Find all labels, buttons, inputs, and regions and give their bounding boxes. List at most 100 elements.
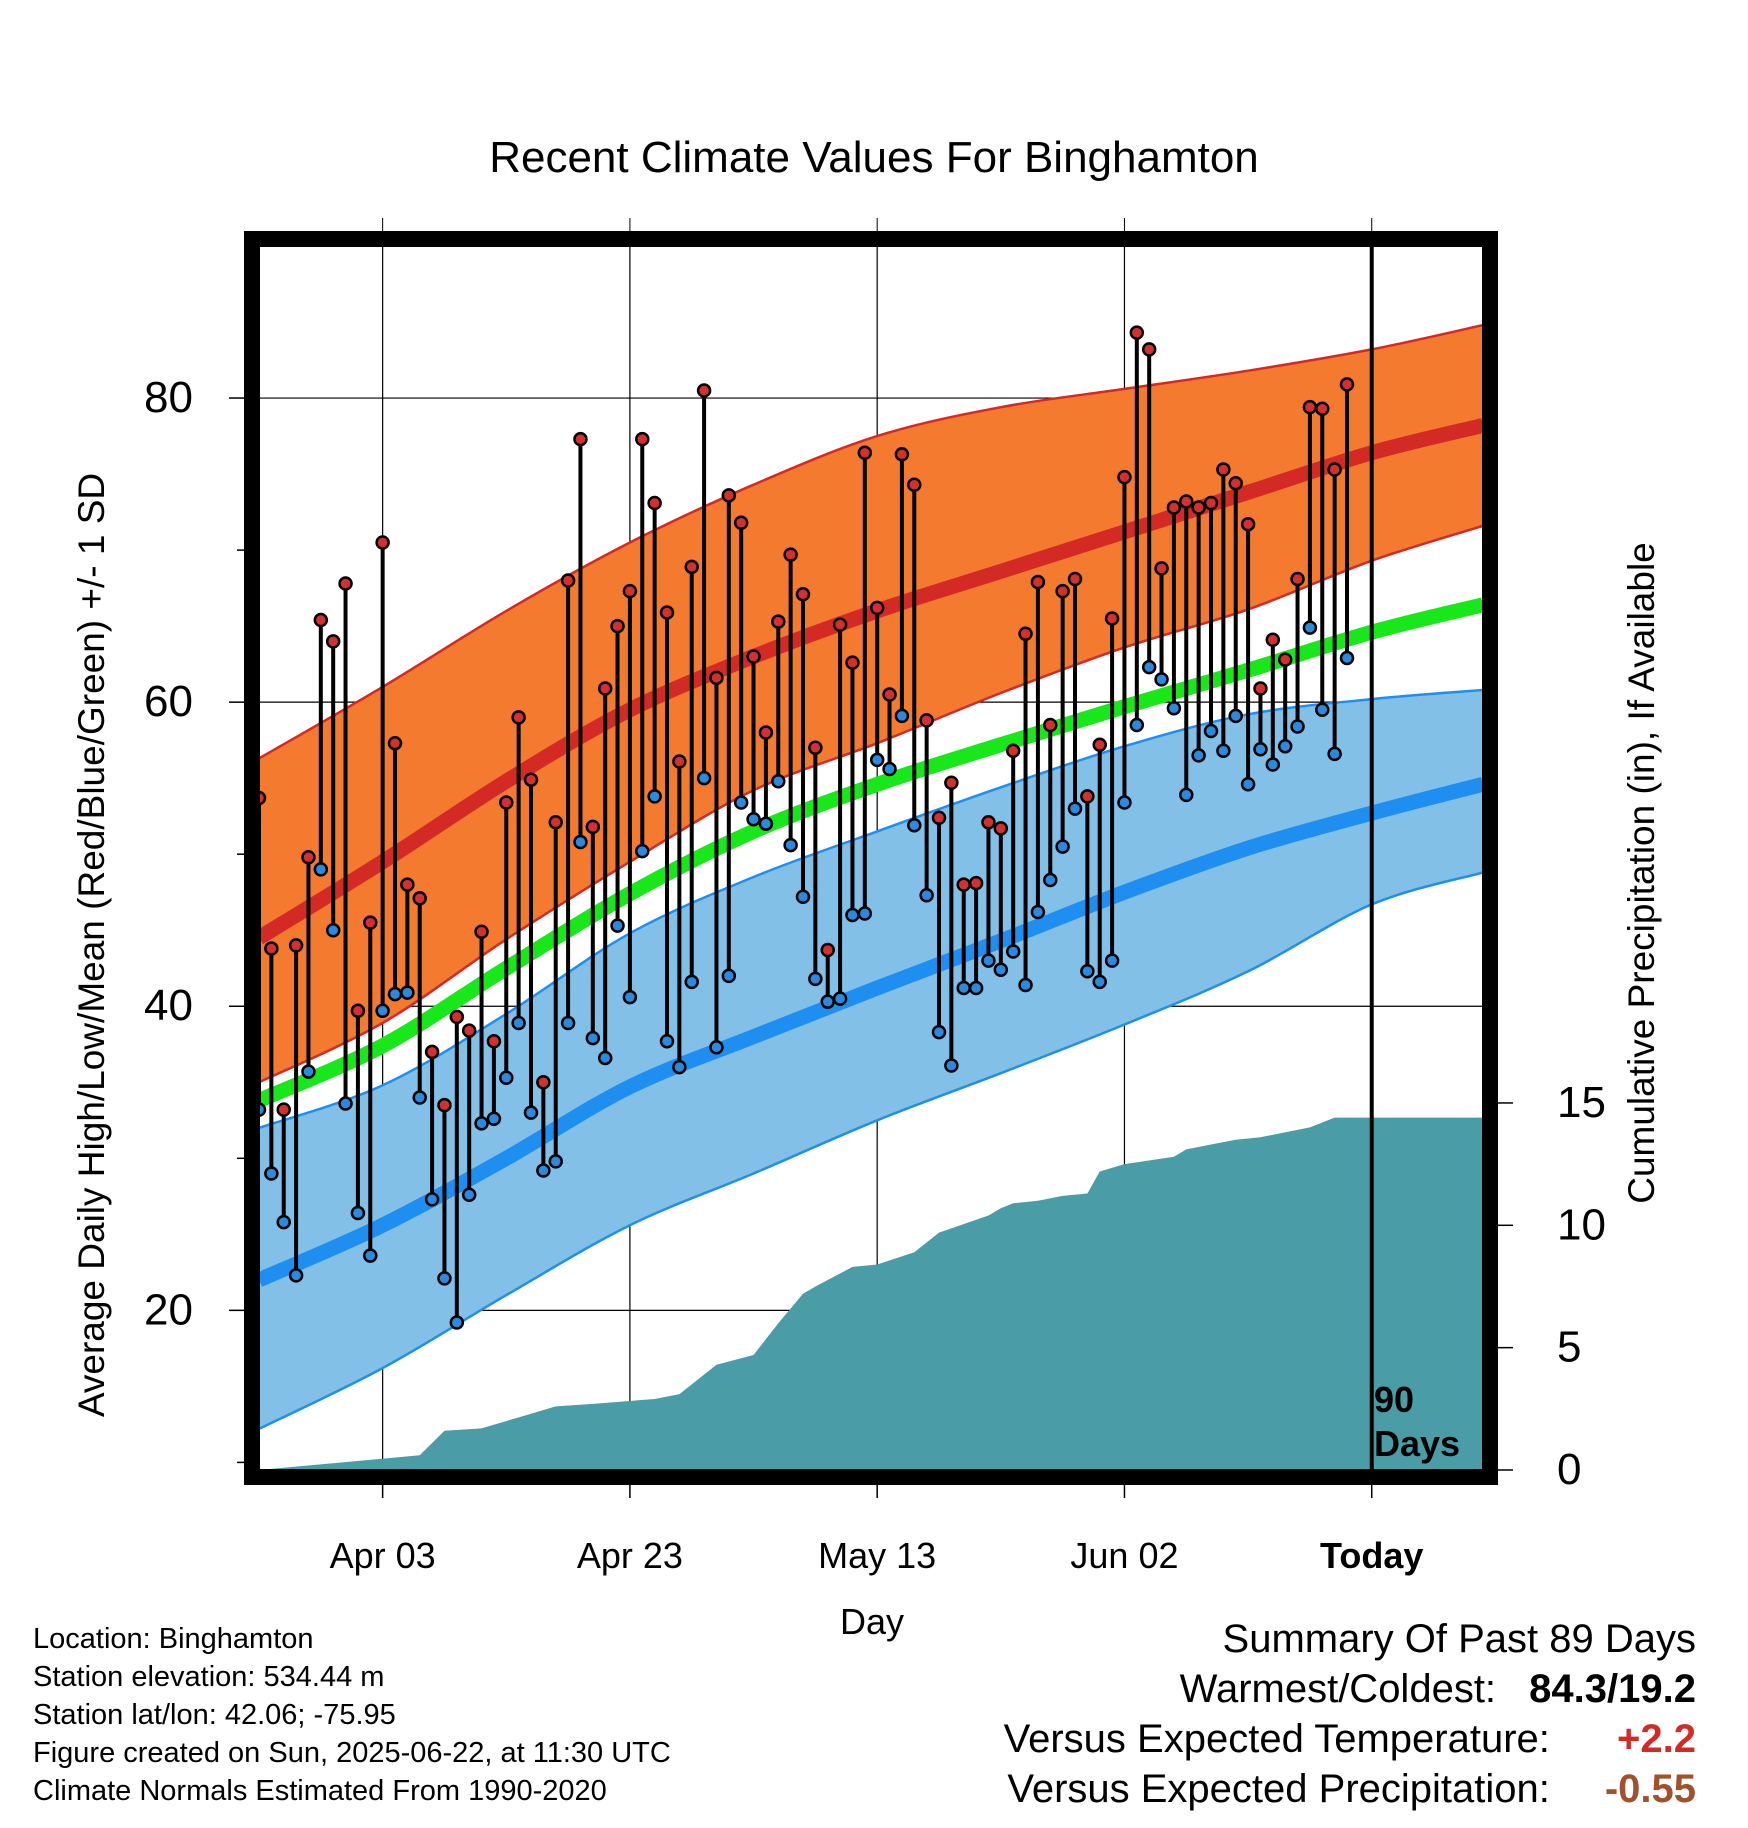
daily-high-point bbox=[647, 495, 662, 511]
daily-high-point bbox=[857, 445, 873, 461]
daily-low-point bbox=[1277, 738, 1293, 754]
normal-low-line bbox=[259, 777, 1483, 1287]
daily-high-point bbox=[993, 821, 1009, 836]
daily-high-point bbox=[1191, 500, 1206, 515]
daily-low-point bbox=[622, 989, 638, 1005]
daily-low-point bbox=[709, 1040, 724, 1055]
daily-low-point bbox=[313, 862, 329, 877]
daily-low-point bbox=[1117, 795, 1132, 810]
summary-title: Summary Of Past 89 Days bbox=[1222, 1617, 1696, 1661]
daily-low-point bbox=[820, 994, 835, 1009]
x-tick-label: May 13 bbox=[818, 1535, 936, 1576]
daily-low-point bbox=[758, 816, 774, 832]
daily-high-point bbox=[1265, 632, 1281, 648]
x-tick-label: Jun 02 bbox=[1070, 1535, 1178, 1576]
daily-low-point bbox=[1240, 777, 1256, 792]
daily-high-point bbox=[771, 614, 786, 629]
daily-low-point bbox=[1327, 746, 1342, 762]
daily-low-point bbox=[363, 1248, 378, 1263]
daily-low-point bbox=[993, 962, 1009, 978]
daily-low-point bbox=[956, 980, 971, 996]
y-tick-label: 80 bbox=[144, 373, 193, 422]
normals-text: Climate Normals Estimated From 1990-2020 bbox=[33, 1775, 607, 1807]
high-band-upper-edge bbox=[259, 323, 1483, 760]
daily-high-point bbox=[400, 877, 415, 892]
daily-high-point bbox=[696, 383, 712, 398]
daily-high-point bbox=[733, 515, 749, 530]
daily-high-point bbox=[1240, 517, 1256, 532]
y2-tick-label: 10 bbox=[1557, 1200, 1606, 1249]
daily-low-point bbox=[301, 1064, 316, 1079]
latlon-text: Station lat/lon: 42.06; -75.95 bbox=[33, 1699, 396, 1731]
daily-low-point bbox=[857, 906, 873, 921]
daily-low-point bbox=[672, 1059, 687, 1075]
daily-low-point bbox=[1216, 743, 1231, 759]
daily-high-point bbox=[1117, 469, 1132, 485]
daily-low-point bbox=[499, 1070, 514, 1085]
daily-high-point bbox=[486, 1033, 502, 1049]
daily-low-point bbox=[1154, 672, 1169, 687]
plot-content bbox=[259, 246, 1483, 1470]
daily-low-point bbox=[1080, 964, 1095, 979]
daily-high-point bbox=[1277, 652, 1293, 667]
y2-tick-label: 0 bbox=[1557, 1445, 1581, 1494]
daily-high-point bbox=[1030, 574, 1046, 590]
daily-high-point bbox=[981, 815, 996, 830]
daily-high-point bbox=[1080, 789, 1095, 804]
y-axis-label: Average Daily High/Low/Mean (Red/Blue/Gr… bbox=[71, 473, 112, 1417]
daily-low-point bbox=[1302, 620, 1318, 635]
daily-high-point bbox=[259, 790, 267, 806]
daily-low-point bbox=[1129, 717, 1145, 733]
low-band-lower-edge bbox=[259, 871, 1483, 1431]
daily-low-point bbox=[869, 752, 885, 768]
daily-low-point bbox=[1092, 974, 1107, 990]
daily-low-point bbox=[733, 795, 749, 810]
daily-high-point bbox=[684, 559, 699, 575]
daily-high-point bbox=[635, 431, 650, 447]
daily-low-point bbox=[276, 1214, 291, 1230]
temp-departure-value: +2.2 bbox=[1617, 1717, 1696, 1761]
daily-high-point bbox=[1302, 399, 1318, 415]
daily-high-point bbox=[523, 772, 539, 787]
daily-low-point bbox=[944, 1058, 959, 1073]
summary-panel: Summary Of Past 89 Days Warmest/Coldest:… bbox=[1004, 1614, 1696, 1814]
daily-low-point bbox=[1228, 708, 1243, 724]
x-tick-label: Today bbox=[1320, 1535, 1423, 1576]
precip-departure-label: Versus Expected Precipitation: bbox=[1007, 1767, 1550, 1811]
daily-low-point bbox=[449, 1315, 465, 1330]
daily-high-point bbox=[659, 605, 675, 620]
daily-high-point bbox=[968, 875, 984, 891]
daily-high-point bbox=[1043, 717, 1058, 733]
daily-high-point bbox=[808, 740, 823, 756]
daily-high-point bbox=[437, 1097, 452, 1113]
daily-high-point bbox=[375, 535, 390, 550]
daily-low-point bbox=[1339, 650, 1355, 666]
daily-high-point bbox=[944, 775, 959, 790]
daily-low-point bbox=[400, 985, 415, 1000]
daily-low-point bbox=[1203, 723, 1219, 739]
daily-high-point bbox=[1216, 462, 1231, 477]
daily-high-point bbox=[1104, 611, 1120, 626]
daily-high-point bbox=[338, 576, 353, 591]
daily-high-point bbox=[1166, 500, 1182, 515]
daily-high-point bbox=[288, 938, 304, 953]
daily-high-point bbox=[573, 431, 588, 447]
daily-high-point bbox=[956, 877, 971, 892]
daily-high-point bbox=[1154, 561, 1169, 576]
daily-low-point bbox=[1290, 719, 1305, 734]
created-text: Figure created on Sun, 2025-06-22, at 11… bbox=[33, 1737, 671, 1769]
daily-high-point bbox=[597, 681, 613, 696]
daily-high-point bbox=[264, 941, 279, 956]
daily-low-point bbox=[919, 888, 934, 903]
daily-low-point bbox=[894, 708, 910, 724]
daily-high-point bbox=[1179, 494, 1194, 509]
daily-low-point bbox=[931, 1024, 947, 1040]
daily-high-point bbox=[548, 815, 563, 830]
daily-high-point bbox=[709, 670, 724, 686]
x-tick-label: Apr 03 bbox=[330, 1535, 436, 1576]
daily-low-point bbox=[1179, 787, 1194, 803]
daily-low-point bbox=[424, 1192, 440, 1207]
daily-high-point bbox=[1315, 401, 1330, 416]
daily-high-point bbox=[1253, 681, 1268, 696]
daily-low-point bbox=[536, 1163, 551, 1178]
